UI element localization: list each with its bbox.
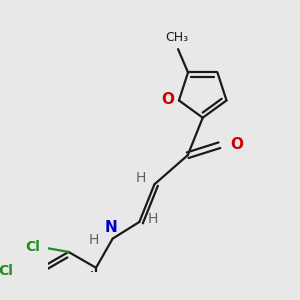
Text: Cl: Cl [25,240,40,254]
Text: H: H [89,233,99,247]
Text: Cl: Cl [0,264,13,278]
Text: H: H [148,212,158,226]
Text: O: O [230,137,243,152]
Text: CH₃: CH₃ [165,31,188,44]
Text: N: N [105,220,117,235]
Text: H: H [136,171,146,185]
Text: O: O [161,92,174,107]
